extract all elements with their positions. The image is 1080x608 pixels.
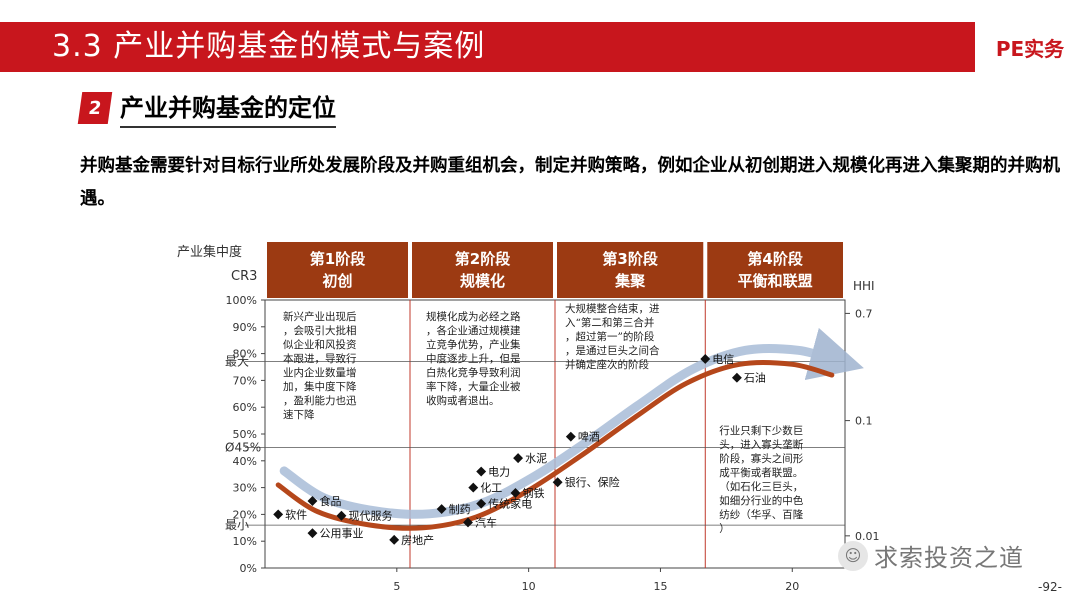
right-tick-label: 0.1 (855, 415, 873, 428)
y-tick-label: 10% (233, 535, 257, 548)
industry-label: 传统家电 (488, 497, 532, 511)
section-title: 产业并购基金的定位 (120, 92, 336, 128)
industry-label: 钢铁 (522, 487, 544, 500)
stage-description: 大规模整合结束，进入“第二和第三合并，超过第一”的阶段，是通过巨头之间合并确定座… (565, 302, 660, 371)
y-tick-label: 70% (233, 374, 257, 387)
slide-title: 3.3 产业并购基金的模式与案例 (52, 29, 486, 64)
industry-point (565, 431, 576, 442)
stage-subtitle: 平衡和联盟 (738, 272, 813, 290)
industry-point (389, 534, 400, 545)
industry-label: 银行、保险 (565, 475, 620, 489)
watermark: ☺ 求索投资之道 (838, 538, 1024, 573)
industry-point (731, 372, 742, 383)
stage-title: 第1阶段 (310, 250, 365, 268)
right-tick-label: 0.01 (855, 530, 880, 543)
right-axis-label: HHI (853, 279, 875, 293)
concentration-curve (275, 359, 835, 531)
y-tick-label: 90% (233, 321, 257, 334)
industry-label: 啤酒 (578, 430, 600, 444)
industry-label: 化工 (480, 481, 502, 495)
stage-title: 第4阶段 (747, 250, 802, 268)
industry-label: 房地产 (401, 533, 434, 547)
industry-label: 电信 (712, 353, 734, 366)
industry-label: 食品 (319, 494, 341, 508)
industry-point (436, 504, 447, 514)
title-bar (0, 22, 975, 72)
industry-point (336, 510, 347, 521)
industry-point (307, 528, 318, 539)
industry-stage-chart: 产业集中度 CR3 HHI 0% 10% 20% 30% 40% 50% 60% 70% 80% 90%… (177, 242, 880, 593)
reference-label: Ø45% (225, 440, 261, 454)
industry-point (307, 496, 318, 506)
stage-description: 行业只剩下少数巨头，进入寡头垄断阶段，寡头之间形成平衡或者联盟。（如石化三巨头，… (719, 424, 803, 535)
brand-text: PE实务 (995, 36, 1065, 61)
reference-label: 最小 (225, 518, 249, 532)
stage-subtitle: 初创 (322, 272, 352, 290)
section-number-badge: 2 (77, 92, 113, 124)
industry-point (273, 509, 284, 520)
industry-label: 现代服务 (348, 510, 392, 523)
y-tick-label: 0% (240, 562, 257, 575)
stage-header-box (707, 242, 843, 298)
wechat-icon: ☺ (838, 540, 868, 571)
industry-label: 水泥 (525, 452, 547, 465)
trend-arrow (279, 327, 864, 519)
industry-point (513, 453, 524, 464)
x-tick-label: 5 (393, 580, 400, 593)
industry-label: 电力 (488, 466, 510, 479)
industry-point (552, 477, 563, 488)
industry-label: 汽车 (475, 515, 497, 529)
stage-title: 第3阶段 (602, 250, 657, 268)
left-axis-label: CR3 (231, 269, 257, 284)
industry-point (510, 488, 521, 498)
stage-header-box (267, 242, 408, 298)
x-tick-label: 10 (522, 580, 536, 593)
x-tick-label: 15 (653, 580, 667, 593)
right-tick-label: 0.7 (855, 307, 873, 320)
y-tick-label: 60% (233, 401, 257, 414)
stage-subtitle: 集聚 (614, 272, 646, 290)
y-tick-label: 100% (226, 294, 257, 307)
stage-description: 新兴产业出现后，会吸引大批相似企业和风投资本跟进，导致行业内企业数量增加，集中度… (283, 310, 357, 421)
industry-point (468, 482, 479, 493)
industry-label: 软件 (285, 507, 307, 521)
stage-header-box (412, 242, 553, 298)
industry-point (476, 498, 487, 509)
industry-point (476, 466, 487, 477)
brand-logo: PE实务 (980, 22, 1080, 72)
industry-label: 公用事业 (319, 527, 363, 540)
y-tick-label: 30% (233, 482, 257, 495)
industry-point (700, 354, 711, 364)
reference-label: 最大 (225, 355, 249, 369)
industry-point (463, 517, 473, 528)
watermark-text: 求索投资之道 (874, 544, 1024, 572)
y-tick-label: 50% (233, 428, 257, 441)
y-tick-label: 40% (233, 455, 257, 468)
stage-header-box (557, 242, 704, 298)
y-tick-label: 20% (233, 508, 257, 521)
y-tick-label: 80% (233, 348, 257, 361)
industry-label: 制药 (449, 503, 471, 516)
industry-label: 石油 (744, 371, 766, 385)
x-tick-label: 20 (785, 580, 799, 593)
left-axis-title: 产业集中度 (177, 244, 242, 260)
stage-subtitle: 规模化 (460, 272, 505, 290)
body-paragraph: 并购基金需要针对目标行业所处发展阶段及并购重组机会，制定并购策略，例如企业从初创… (80, 156, 1060, 209)
stage-description: 规模化成为必经之路，各企业通过规模建立竞争优势，产业集中度逐步上升，但是白热化竞… (426, 310, 521, 407)
stage-title: 第2阶段 (455, 250, 510, 268)
page-number: -92- (1038, 580, 1062, 594)
